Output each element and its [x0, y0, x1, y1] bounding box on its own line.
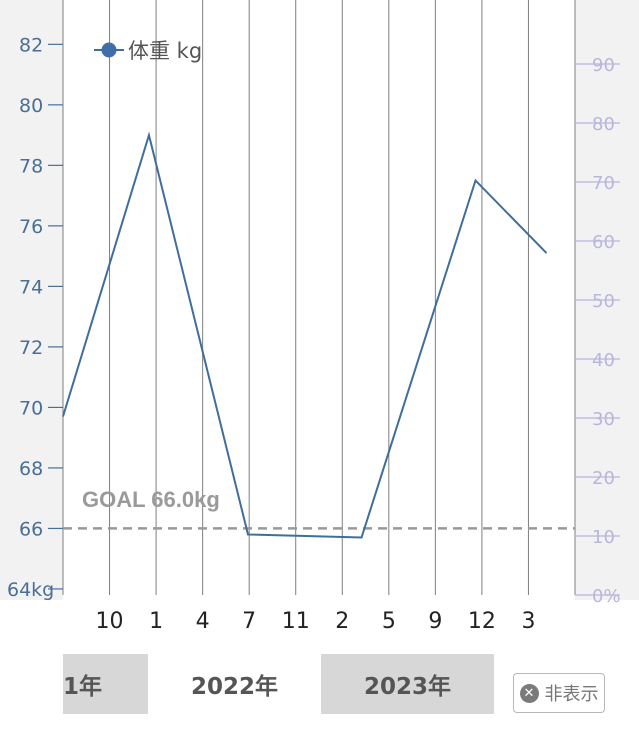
left-axis-tick-label: 66 [19, 518, 43, 540]
right-axis-tick-label: 0% [592, 586, 621, 607]
right-axis-tick-label: 10 [592, 527, 615, 548]
close-circle-icon: ✕ [519, 683, 539, 703]
year-segment[interactable]: 1年 [63, 654, 148, 714]
year-label: 2023年 [363, 674, 451, 700]
year-label: 1年 [63, 674, 103, 700]
right-axis-tick-label: 80 [592, 114, 615, 135]
left-axis-tick-label: 74 [19, 276, 43, 298]
x-axis-tick-label: 12 [468, 609, 496, 634]
plot-area [63, 0, 575, 595]
x-axis-tick-label: 11 [282, 609, 310, 634]
legend: 体重 kg [94, 39, 202, 63]
right-axis-tick-label: 50 [592, 291, 615, 312]
left-axis-tick-label: 64kg [7, 579, 54, 601]
left-axis-tick-label: 78 [19, 155, 43, 177]
hide-button-label: 非表示 [544, 684, 599, 705]
year-segment[interactable]: 2022年 [148, 654, 321, 714]
left-axis-tick-label: 72 [19, 337, 43, 359]
legend-series-label: 体重 kg [128, 39, 202, 63]
series-line [62, 131, 548, 539]
left-axis-panel [0, 0, 63, 600]
x-axis-tick-label: 4 [196, 609, 210, 634]
x-axis-tick-label: 10 [96, 609, 124, 634]
left-axis-tick-label: 80 [19, 95, 43, 117]
year-segment[interactable]: 2023年 [321, 654, 494, 714]
right-axis-tick-label: 20 [592, 468, 615, 489]
x-axis-tick-label: 9 [428, 609, 442, 634]
right-axis-tick-label: 90 [592, 55, 615, 76]
right-axis-tick-label: 40 [592, 350, 615, 371]
x-axis-tick-label: 2 [335, 609, 349, 634]
right-axis-tick-label: 60 [592, 232, 615, 253]
goal-label: GOAL 66.0kg [82, 487, 220, 512]
year-navigator[interactable]: 1年 2022年 2023年 [63, 654, 575, 714]
x-axis-tick-label: 1 [149, 609, 163, 634]
right-axis-tick-label: 70 [592, 173, 615, 194]
x-axis-tick-label: 5 [382, 609, 396, 634]
left-axis-tick-label: 68 [19, 458, 43, 480]
x-axis-tick-label: 3 [521, 609, 535, 634]
hide-button[interactable]: ✕ 非表示 [513, 673, 605, 713]
left-axis-tick-label: 82 [19, 34, 43, 56]
year-label: 2022年 [190, 674, 278, 700]
left-axis-tick-label: 76 [19, 216, 43, 238]
legend-marker-icon [101, 42, 117, 58]
left-axis-tick-label: 70 [19, 397, 43, 419]
right-axis-tick-label: 30 [592, 409, 615, 430]
x-axis-tick-label: 7 [242, 609, 256, 634]
